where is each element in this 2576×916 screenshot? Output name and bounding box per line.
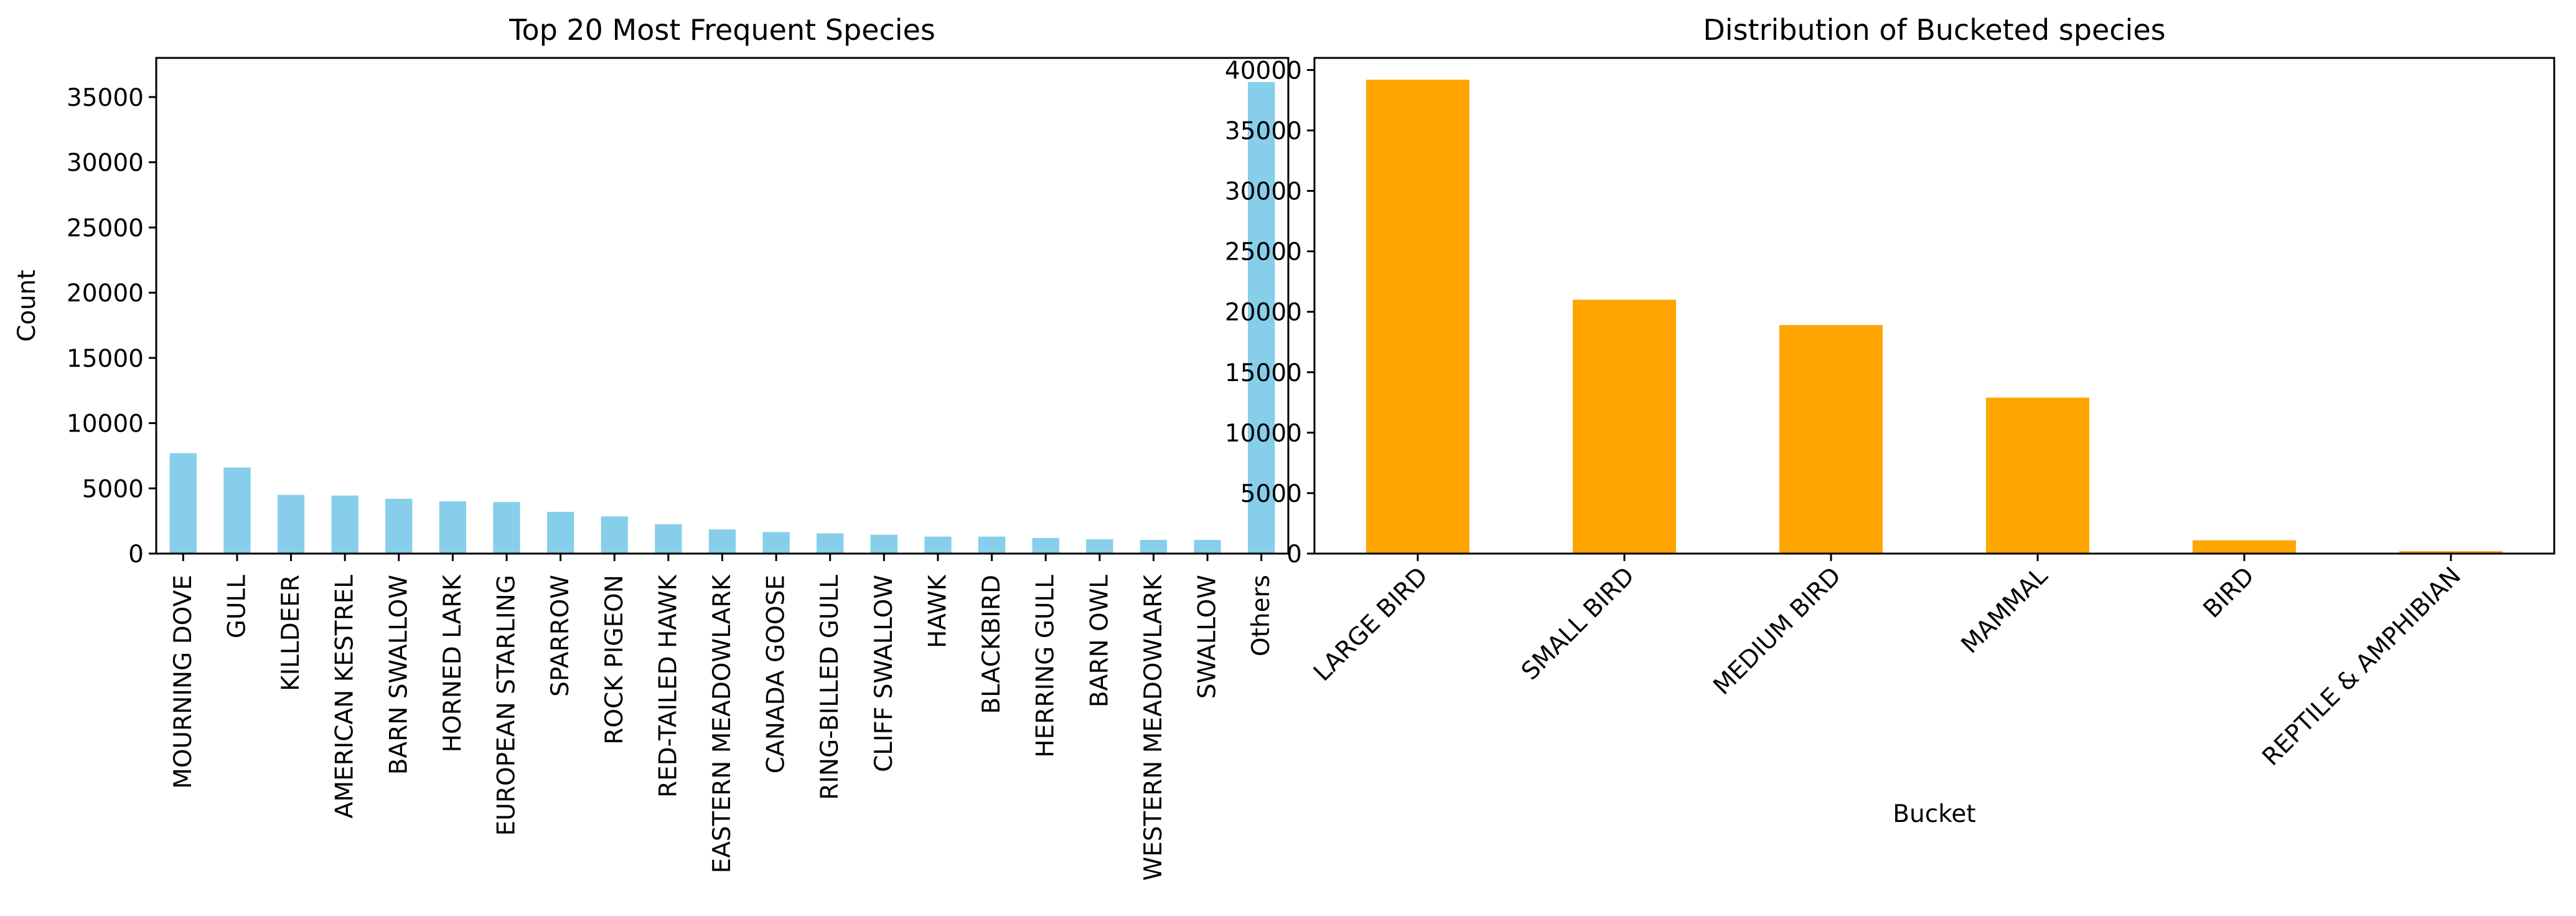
y-tick-label: 10000 xyxy=(67,410,144,438)
x-tick-label: SPARROW xyxy=(546,575,574,697)
y-tick-label: 35000 xyxy=(1225,117,1302,145)
y-axis: 0 5000 10000 15000 20000 25000 30000 35000 40000 xyxy=(1225,57,1314,569)
x-tick-label: MAMMAL xyxy=(1956,562,2053,659)
chart-bucketed-species: Distribution of Bucketed species Bucket … xyxy=(1225,13,2555,828)
y-tick-label: 30000 xyxy=(67,149,144,177)
bar xyxy=(1032,537,1059,554)
y-axis: 0 5000 10000 15000 20000 25000 30000 35000 xyxy=(67,84,156,569)
bar xyxy=(924,536,952,554)
y-tick-label: 5000 xyxy=(1240,480,1302,508)
x-tick-label: HORNED LARK xyxy=(439,574,467,753)
bars xyxy=(169,82,1275,554)
bars xyxy=(1366,79,2503,554)
bar xyxy=(493,502,520,554)
chart-title: Distribution of Bucketed species xyxy=(1703,13,2165,47)
bar xyxy=(385,499,413,554)
x-axis-label: Bucket xyxy=(1893,800,1975,828)
y-tick-label: 20000 xyxy=(1225,299,1302,327)
bar xyxy=(277,494,305,554)
bar xyxy=(2193,540,2296,554)
bar xyxy=(169,453,197,554)
bar xyxy=(655,524,682,554)
bar xyxy=(762,532,790,554)
x-tick-label: BIRD xyxy=(2198,562,2260,623)
bar xyxy=(546,511,574,554)
x-tick-label: GULL xyxy=(223,575,251,638)
y-tick-label: 5000 xyxy=(82,475,144,503)
x-tick-label: ROCK PIGEON xyxy=(601,575,629,745)
bar xyxy=(1573,300,1676,554)
x-tick-label: CANADA GOOSE xyxy=(762,575,790,773)
x-axis: MOURNING DOVE GULL KILLDEER AMERICAN KESTRE… xyxy=(169,554,1275,881)
x-tick-label: LARGE BIRD xyxy=(1308,562,1433,687)
x-tick-label: BARN SWALLOW xyxy=(385,575,413,775)
bar xyxy=(601,516,628,554)
y-tick-label: 0 xyxy=(1286,541,1302,569)
bar xyxy=(978,536,1006,554)
x-tick-label: KILLDEER xyxy=(277,575,305,691)
y-tick-label: 10000 xyxy=(1225,420,1302,448)
y-tick-label: 25000 xyxy=(1225,238,1302,267)
y-axis-label: Count xyxy=(13,270,41,342)
y-tick-label: 30000 xyxy=(1225,178,1302,206)
y-tick-label: 20000 xyxy=(67,280,144,308)
bar xyxy=(817,533,844,554)
x-tick-label: WESTERN MEADOWLARK xyxy=(1140,574,1168,881)
chart-title: Top 20 Most Frequent Species xyxy=(508,13,935,47)
y-tick-label: 0 xyxy=(128,541,144,569)
x-axis: LARGE BIRD SMALL BIRD MEDIUM BIRD MAMMAL BIR… xyxy=(1308,554,2466,772)
y-tick-label: 15000 xyxy=(1225,359,1302,387)
x-tick-label: MEDIUM BIRD xyxy=(1708,562,1847,701)
plot-frame xyxy=(1313,57,2555,555)
bar xyxy=(1194,540,1221,554)
x-tick-label: SWALLOW xyxy=(1194,575,1222,699)
x-tick-label: MOURNING DOVE xyxy=(169,575,197,789)
x-tick-label: BARN OWL xyxy=(1085,575,1113,707)
y-tick-label: 15000 xyxy=(67,345,144,373)
y-tick-label: 35000 xyxy=(67,84,144,112)
bar xyxy=(1140,540,1168,554)
bar xyxy=(1986,397,2089,554)
bar xyxy=(1248,82,1275,554)
x-tick-label: EASTERN MEADOWLARK xyxy=(708,574,736,874)
y-tick-label: 40000 xyxy=(1225,57,1302,85)
x-tick-label: SMALL BIRD xyxy=(1516,562,1640,686)
bar xyxy=(1086,539,1113,554)
x-tick-label: REPTILE & AMPHIBIAN xyxy=(2257,562,2467,772)
x-tick-label: CLIFF SWALLOW xyxy=(870,575,898,772)
x-tick-label: BLACKBIRD xyxy=(978,575,1006,714)
bar xyxy=(1366,79,1469,554)
x-tick-label: RING-BILLED GULL xyxy=(816,575,844,800)
plot-frame xyxy=(155,57,1290,555)
x-tick-label: HAWK xyxy=(924,574,952,648)
bar xyxy=(1779,325,1883,554)
bar xyxy=(439,501,467,554)
bar xyxy=(708,529,736,554)
bar xyxy=(870,534,898,554)
bar xyxy=(223,467,251,554)
y-tick-label: 25000 xyxy=(67,214,144,242)
x-tick-label: AMERICAN KESTREL xyxy=(331,575,359,819)
x-tick-label: HERRING GULL xyxy=(1032,575,1060,758)
x-tick-label: EUROPEAN STARLING xyxy=(493,575,521,836)
x-tick-label: Others xyxy=(1247,575,1275,656)
bar xyxy=(2399,551,2503,554)
chart-top-species: Top 20 Most Frequent Species Count 0 5000… xyxy=(13,13,1290,881)
bar xyxy=(331,495,358,554)
x-tick-label: RED-TAILED HAWK xyxy=(654,574,682,798)
